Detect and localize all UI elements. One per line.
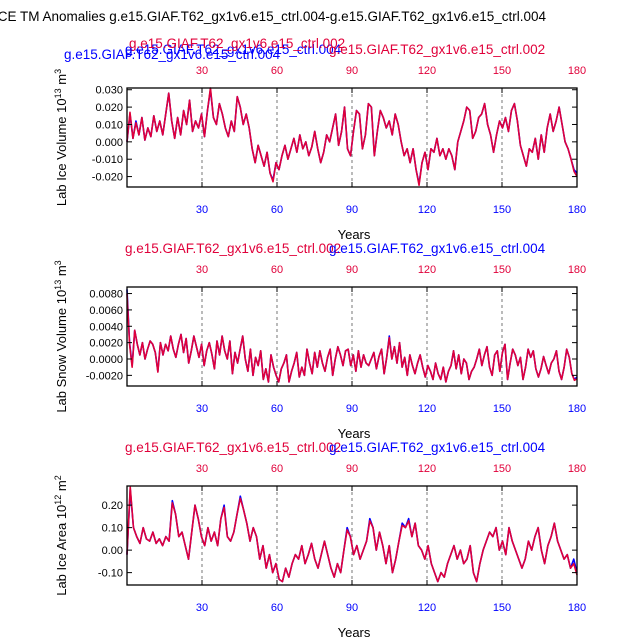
x-tick-label-top: 120 [418,264,436,276]
x-tick-label-top: 180 [568,264,586,276]
y-tick-label: 0.0020 [89,338,123,350]
y-tick-label: -0.010 [92,154,123,166]
y-axis-label: Lab Ice Area 1012 m2 [53,475,69,596]
x-tick-label-top: 30 [196,463,208,475]
x-tick-label-top: 60 [271,463,283,475]
x-tick-label-bottom: 150 [493,602,511,614]
x-tick-label-bottom: 60 [271,602,283,614]
x-tick-label-top: 90 [346,264,358,276]
y-tick-label: 0.0080 [89,289,123,301]
x-tick-label-bottom: 90 [346,602,358,614]
y-tick-label: -0.0020 [86,370,123,382]
x-tick-label-top: 120 [418,463,436,475]
x-tick-label-top: 60 [271,65,283,77]
panel-snow-volume: g.e15.GIAF.T62_gx1v6.e15_ctrl.002g.e15.G… [53,241,586,441]
x-tick-label-top: 60 [271,264,283,276]
panel-ice-volume: g.e15.GIAF.T62_gx1v6.e15_ctrl.004g.e15.G… [53,36,586,242]
x-tick-label-bottom: 120 [418,602,436,614]
x-tick-label-bottom: 150 [493,403,511,415]
panel-title-left: g.e15.GIAF.T62_gx1v6.e15_ctrl.002 [125,241,341,256]
x-tick-label-top: 120 [418,65,436,77]
panel-overlay-title-left: g.e15.GIAF.T62_gx1v6.e15_ctrl.002 [129,36,345,51]
y-tick-label: 0.00 [102,545,123,557]
y-tick-label: 0.010 [95,119,123,131]
y-tick-label: 0.20 [102,500,123,512]
x-tick-label-bottom: 150 [493,204,511,216]
x-tick-label-top: 30 [196,65,208,77]
series-line-red [126,293,578,383]
x-tick-label-top: 150 [493,264,511,276]
y-tick-label: 0.000 [95,137,123,149]
x-tick-label-top: 180 [568,463,586,475]
y-tick-label: 0.0040 [89,321,123,333]
panel-overlay-title-right: g.e15.GIAF.T62_gx1v6.e15_ctrl.004 [64,47,281,62]
series-line-red [126,486,578,583]
y-tick-label: -0.10 [98,568,123,580]
x-tick-label-bottom: 120 [418,204,436,216]
panel-title-left: g.e15.GIAF.T62_gx1v6.e15_ctrl.004 [125,42,342,57]
x-axis-label: Years [338,426,371,441]
panel-title-right: g.e15.GIAF.T62_gx1v6.e15_ctrl.002 [329,42,545,57]
x-tick-label-bottom: 30 [196,403,208,415]
y-tick-label: 0.0000 [89,354,123,366]
x-tick-label-top: 180 [568,65,586,77]
x-tick-label-bottom: 30 [196,204,208,216]
x-tick-label-bottom: 90 [346,204,358,216]
x-tick-label-top: 90 [346,65,358,77]
x-tick-label-top: 150 [493,65,511,77]
panel-title-left: g.e15.GIAF.T62_gx1v6.e15_ctrl.002 [125,440,341,455]
x-tick-label-bottom: 180 [568,204,586,216]
y-tick-label: 0.030 [95,85,123,97]
y-axis-label: Lab Ice Volume 1013 m3 [53,69,69,206]
series-line-red [126,87,578,187]
panel-title-right: g.e15.GIAF.T62_gx1v6.e15_ctrl.004 [329,440,546,455]
x-tick-label-bottom: 120 [418,403,436,415]
y-tick-label: 0.10 [102,523,123,535]
panel-ice-area: g.e15.GIAF.T62_gx1v6.e15_ctrl.002g.e15.G… [53,440,586,638]
panel-title-right: g.e15.GIAF.T62_gx1v6.e15_ctrl.004 [329,241,546,256]
x-tick-label-top: 150 [493,463,511,475]
x-axis-label: Years [338,625,371,638]
y-tick-label: -0.020 [92,172,123,184]
y-axis-label: Lab Snow Volume 1013 m3 [53,260,69,412]
x-tick-label-bottom: 90 [346,403,358,415]
x-tick-label-bottom: 60 [271,403,283,415]
y-tick-label: 0.020 [95,102,123,114]
x-tick-label-top: 90 [346,463,358,475]
x-tick-label-bottom: 180 [568,403,586,415]
figure-title: ICE TM Anomalies g.e15.GIAF.T62_gx1v6.e1… [0,9,547,24]
x-axis-label: Years [338,227,371,242]
x-tick-label-bottom: 180 [568,602,586,614]
x-tick-label-top: 30 [196,264,208,276]
x-tick-label-bottom: 60 [271,204,283,216]
x-tick-label-bottom: 30 [196,602,208,614]
y-tick-label: 0.0060 [89,305,123,317]
